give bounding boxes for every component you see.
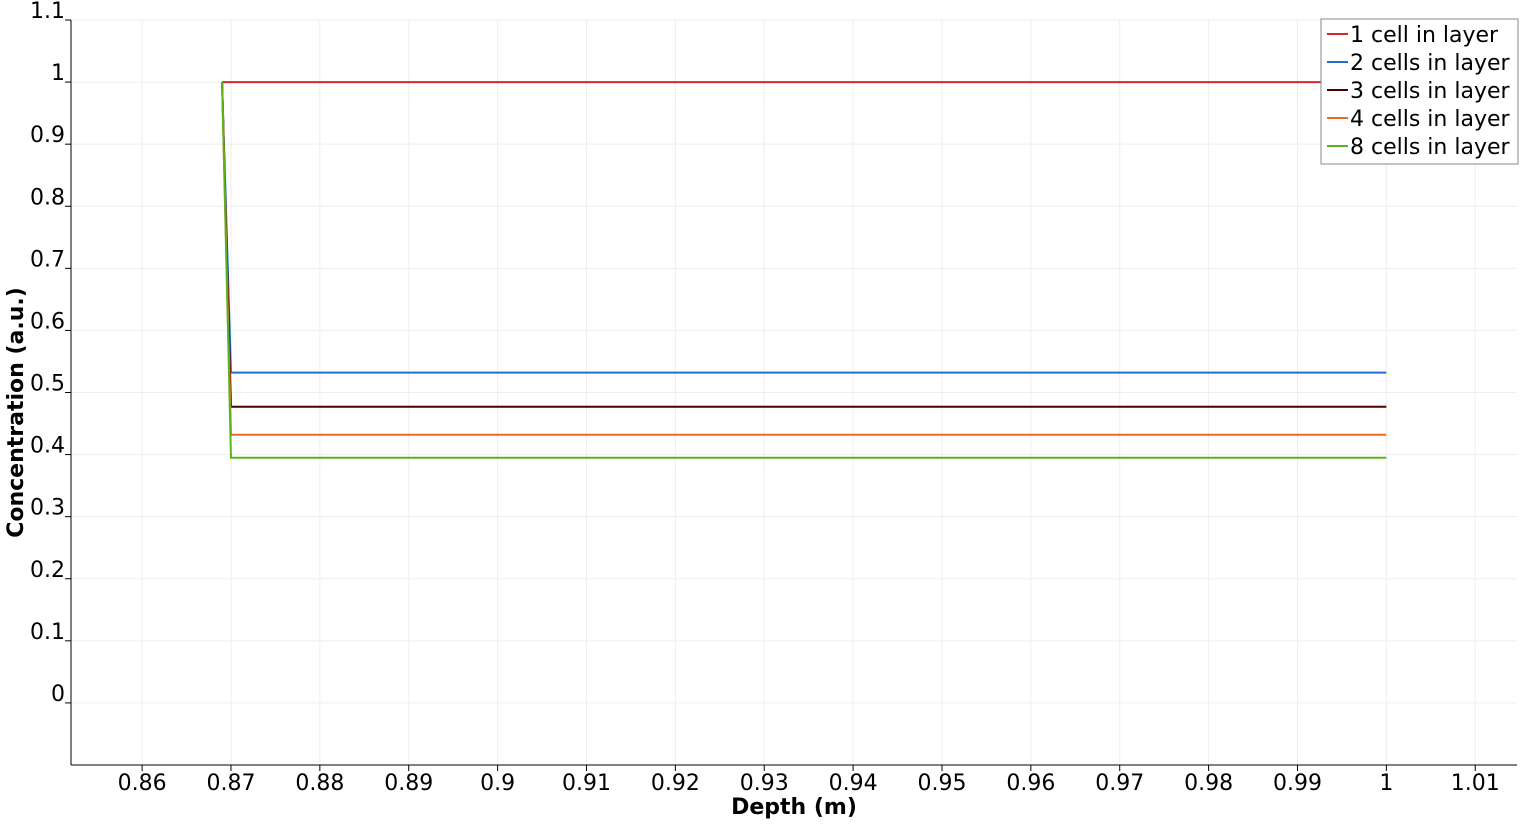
x-tick-label: 1.01 <box>1451 771 1500 796</box>
x-tick-label: 0.9 <box>480 771 515 796</box>
series-line-4 <box>221 82 1387 436</box>
y-tick-label: 0 <box>51 682 65 707</box>
x-tick-label: 0.93 <box>740 771 789 796</box>
y-tick-label: 0.2 <box>30 558 65 583</box>
axes-layer: 0.86 0.87 0.88 0.89 0.9 0.91 0.92 0.93 0.94 0.95 0… <box>30 0 1517 796</box>
x-tick-label: 0.96 <box>1006 771 1055 796</box>
y-tick-label: 0.7 <box>30 247 65 272</box>
y-tick-label: 0.1 <box>30 620 65 645</box>
y-tick-label: 1 <box>51 61 65 86</box>
series-layer <box>221 81 1387 459</box>
legend-label: 4 cells in layer <box>1350 107 1510 132</box>
legend-label: 1 cell in layer <box>1350 23 1499 48</box>
y-tick-label: 0.9 <box>30 123 65 148</box>
legend: 1 cell in layer 2 cells in layer 3 cells i… <box>1320 18 1519 165</box>
x-tick-label: 0.99 <box>1273 771 1322 796</box>
series-line-5 <box>221 82 1387 459</box>
x-tick-label: 0.92 <box>651 771 700 796</box>
x-tick-label: 0.87 <box>206 771 255 796</box>
y-tick-label: 0.5 <box>30 372 65 397</box>
legend-label: 8 cells in layer <box>1350 135 1510 160</box>
legend-box <box>1320 18 1519 165</box>
grid-layer <box>71 19 1517 765</box>
x-axis-title: Depth (m) <box>731 795 857 820</box>
x-tick-label: 0.94 <box>829 771 878 796</box>
series-line-2 <box>221 82 1387 374</box>
x-tick-label: 0.91 <box>562 771 611 796</box>
x-tick-label: 0.98 <box>1184 771 1233 796</box>
x-tick-label: 0.95 <box>917 771 966 796</box>
legend-label: 2 cells in layer <box>1350 51 1510 76</box>
y-tick-label: 0.8 <box>30 185 65 210</box>
y-axis-title: Concentration (a.u.) <box>4 287 29 538</box>
y-tick-label: 0.4 <box>30 434 65 459</box>
x-tick-label: 0.88 <box>295 771 344 796</box>
x-tick-label: 0.97 <box>1095 771 1144 796</box>
series-line-3 <box>221 82 1387 408</box>
legend-label: 3 cells in layer <box>1350 79 1510 104</box>
y-tick-label: 0.3 <box>30 496 65 521</box>
x-tick-label: 1 <box>1379 771 1393 796</box>
y-tick-label: 1.1 <box>30 0 65 24</box>
x-tick-label: 0.86 <box>118 771 167 796</box>
x-tick-label: 0.89 <box>384 771 433 796</box>
y-tick-label: 0.6 <box>30 309 65 334</box>
